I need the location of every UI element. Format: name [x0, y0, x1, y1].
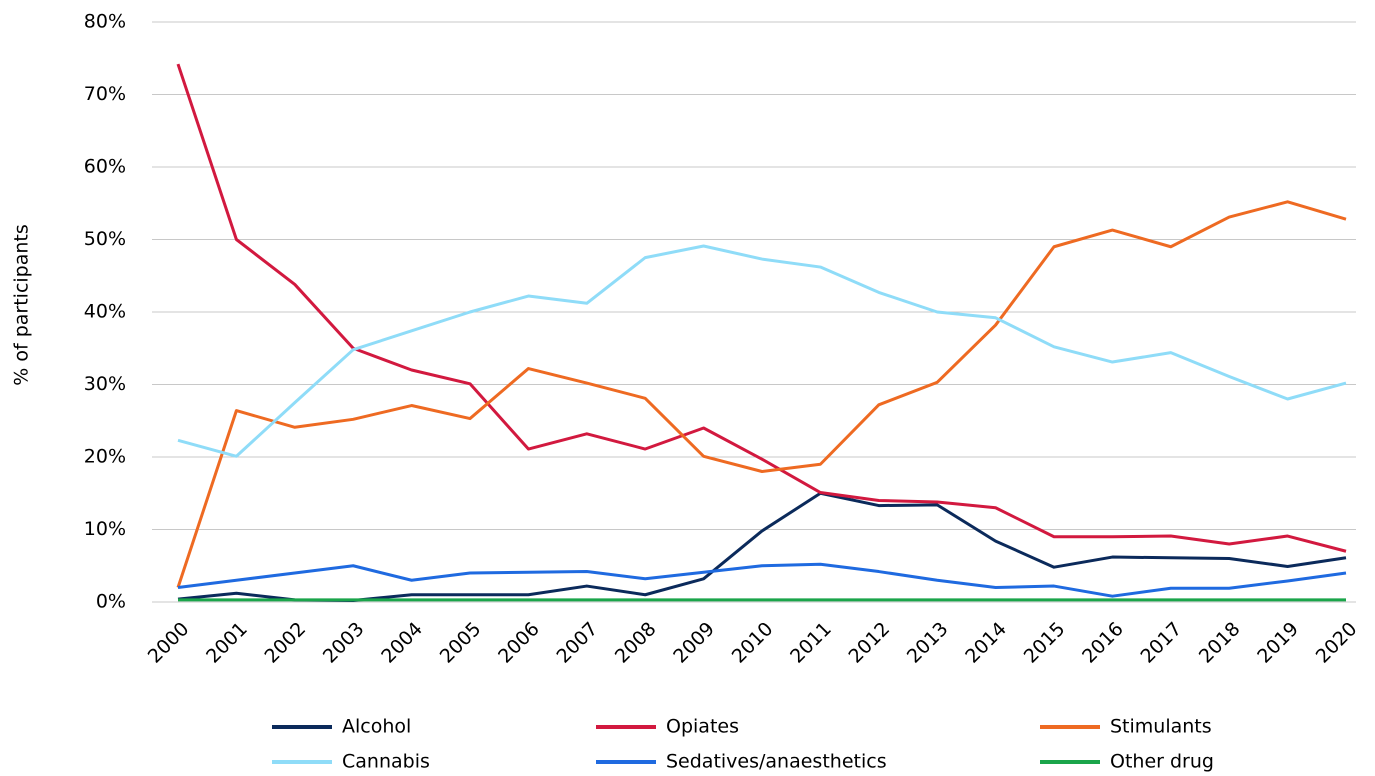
x-tick-label: 2010: [728, 618, 778, 668]
x-tick-label: 2008: [611, 618, 661, 668]
series-line: [177, 562, 1347, 598]
x-tick-label: 2000: [144, 618, 194, 668]
x-tick-label: 2018: [1195, 618, 1245, 668]
x-tick-label: 2004: [377, 618, 427, 668]
x-tick-label: 2017: [1136, 618, 1186, 668]
legend-label: Opiates: [666, 716, 739, 738]
series-line: [176, 200, 1347, 588]
x-tick-label: 2002: [260, 618, 310, 668]
x-tick-label: 2016: [1078, 618, 1128, 668]
x-tick-label: 2001: [202, 618, 252, 668]
y-tick-label: 50%: [84, 228, 126, 250]
x-tick-label: 2011: [786, 618, 836, 668]
x-tick-label: 2003: [319, 618, 369, 668]
y-axis-label: % of participants: [11, 224, 33, 386]
series-line: [176, 63, 1347, 553]
x-tick-label: 2006: [494, 618, 544, 668]
y-tick-label: 40%: [84, 301, 126, 323]
series-line: [177, 491, 1347, 603]
y-tick-label: 30%: [84, 373, 126, 395]
x-tick-label: 2015: [1020, 618, 1070, 668]
legend-label: Other drug: [1110, 751, 1214, 773]
x-tick-label: 2009: [669, 618, 719, 668]
y-tick-label: 70%: [84, 83, 126, 105]
legend-label: Sedatives/anaesthetics: [666, 751, 887, 773]
y-tick-label: 20%: [84, 446, 126, 468]
y-tick-label: 60%: [84, 156, 126, 178]
series-line: [177, 244, 1347, 458]
x-tick-label: 2020: [1312, 618, 1362, 668]
x-tick-label: 2005: [436, 618, 486, 668]
x-tick-label: 2013: [903, 618, 953, 668]
x-tick-label: 2014: [961, 618, 1011, 668]
legend-label: Cannabis: [342, 751, 430, 773]
legend-label: Stimulants: [1110, 716, 1212, 738]
legend-label: Alcohol: [342, 716, 411, 738]
y-tick-label: 0%: [96, 591, 126, 613]
x-tick-label: 2007: [552, 618, 602, 668]
x-tick-label: 2019: [1253, 618, 1303, 668]
x-tick-label: 2012: [844, 618, 894, 668]
y-tick-label: 80%: [84, 11, 126, 33]
y-tick-label: 10%: [84, 518, 126, 540]
